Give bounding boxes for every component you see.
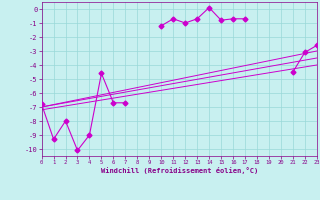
X-axis label: Windchill (Refroidissement éolien,°C): Windchill (Refroidissement éolien,°C) <box>100 167 258 174</box>
